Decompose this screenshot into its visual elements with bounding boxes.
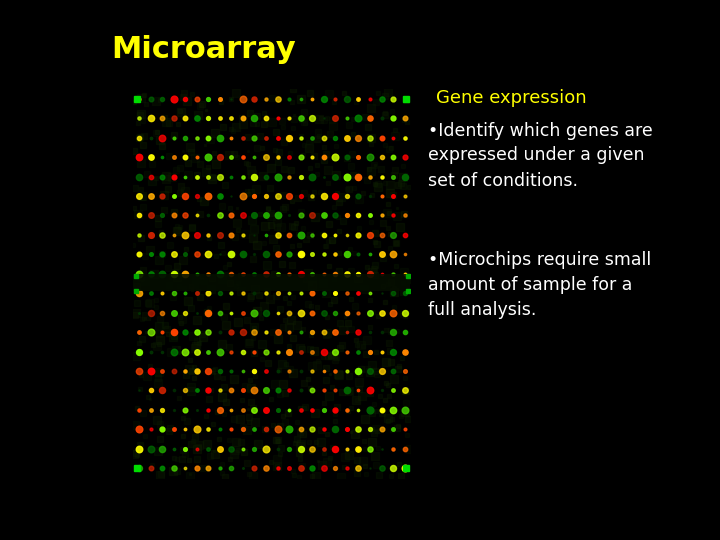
Text: •Microchips require small
amount of sample for a
full analysis.: •Microchips require small amount of samp… <box>428 251 652 319</box>
Text: •Identify which genes are
expressed under a given
set of conditions.: •Identify which genes are expressed unde… <box>428 122 653 190</box>
Text: Gene expression: Gene expression <box>436 89 586 107</box>
Text: Microarray: Microarray <box>112 35 297 64</box>
Bar <box>133 274 410 291</box>
